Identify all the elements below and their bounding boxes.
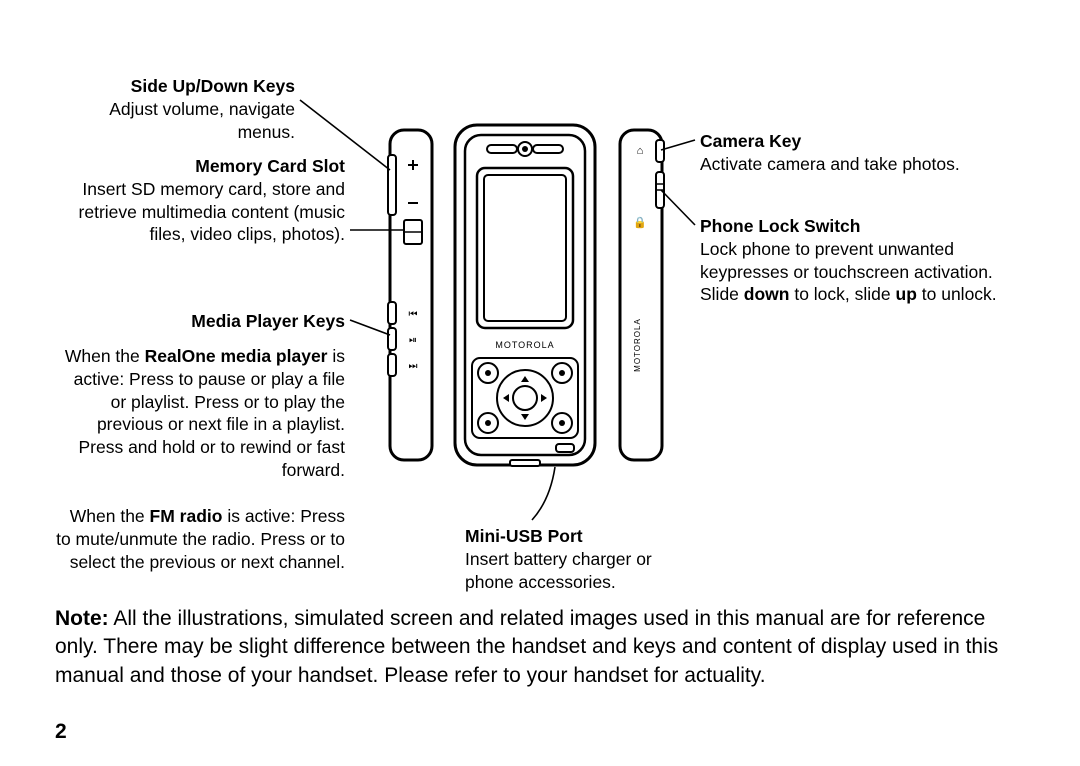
svg-text:⏭: ⏭ [409, 361, 418, 372]
svg-text:MOTOROLA: MOTOROLA [495, 340, 554, 350]
phone-side-left: ⏮ ⏯ ⏭ [388, 130, 432, 460]
svg-text:🔒: 🔒 [633, 216, 647, 229]
leader-mini-usb [532, 467, 555, 520]
svg-text:⏯: ⏯ [409, 335, 417, 346]
svg-text:MOTOROLA: MOTOROLA [633, 318, 642, 372]
phone-front: MOTOROLA [455, 125, 595, 466]
manual-page: Side Up/Down Keys Adjust volume, navigat… [0, 0, 1080, 766]
leader-camera [661, 140, 695, 150]
leader-media-player [350, 320, 390, 335]
leader-phone-lock [661, 190, 695, 225]
svg-text:⌂: ⌂ [637, 145, 644, 157]
phone-side-right: ⌂ 🔒 MOTOROLA [620, 130, 664, 460]
svg-text:⏮: ⏮ [409, 309, 418, 320]
phone-diagram: ⏮ ⏯ ⏭ MOTOROLA [0, 0, 1080, 766]
leader-side-keys [300, 100, 390, 170]
